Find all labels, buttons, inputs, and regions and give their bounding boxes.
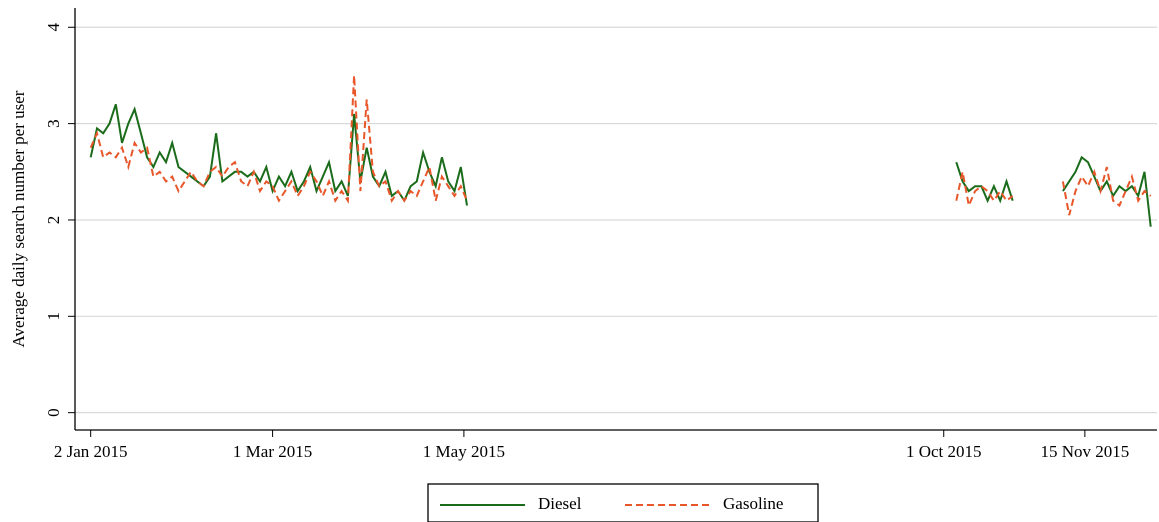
y-tick-label: 2 — [44, 216, 63, 225]
legend-label: Gasoline — [723, 494, 783, 513]
y-axis-label: Average daily search number per user — [9, 90, 28, 347]
x-tick-label: 2 Jan 2015 — [54, 442, 128, 461]
x-tick-label: 1 Oct 2015 — [906, 442, 982, 461]
plot-area — [75, 8, 1157, 430]
series-line — [89, 75, 1152, 216]
x-tick-label: 1 Mar 2015 — [233, 442, 312, 461]
y-tick-label: 1 — [44, 312, 63, 321]
y-tick-label: 3 — [44, 119, 63, 128]
x-tick-label: 15 Nov 2015 — [1040, 442, 1129, 461]
y-tick-label: 4 — [44, 23, 63, 32]
legend-box — [427, 483, 819, 522]
legend-label: Diesel — [538, 494, 582, 513]
x-tick-label: 1 May 2015 — [423, 442, 505, 461]
y-tick-label: 0 — [44, 408, 63, 417]
